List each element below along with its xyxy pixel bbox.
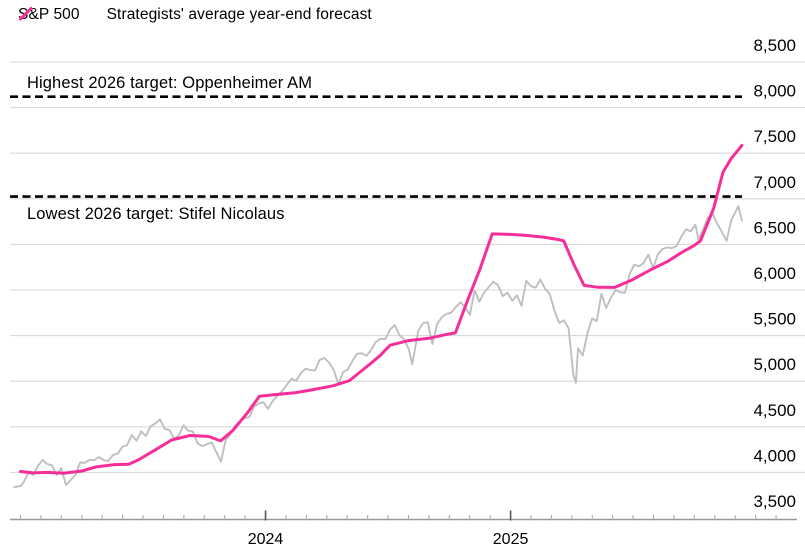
y-axis-tick-label: 8,000 xyxy=(753,82,796,101)
y-axis-tick-label: 8,500 xyxy=(753,36,796,55)
y-axis-tick-label: 7,500 xyxy=(753,127,796,146)
forecast-line-swatch-icon xyxy=(19,7,33,21)
legend-item-forecast: Strategists' average year-end forecast xyxy=(19,6,372,24)
highest-target-annotation: Highest 2026 target: Oppenheimer AM xyxy=(27,73,313,92)
legend-label-sp500: S&P 500 xyxy=(18,6,80,23)
lowest-target-annotation: Lowest 2026 target: Stifel Nicolaus xyxy=(27,204,285,223)
y-axis-tick-label: 5,500 xyxy=(753,310,796,329)
forecast-line xyxy=(19,143,744,475)
y-axis-tick-label: 6,500 xyxy=(753,218,796,237)
y-axis-tick-label: 7,000 xyxy=(753,173,796,192)
chart-legend: S&P 500 Strategists' average year-end fo… xyxy=(18,6,372,24)
y-axis-tick-label: 6,000 xyxy=(753,264,796,283)
legend-label-forecast: Strategists' average year-end forecast xyxy=(106,6,372,23)
y-axis-tick-label: 3,500 xyxy=(753,492,796,511)
x-axis-year-label: 2025 xyxy=(493,531,529,548)
y-axis-tick-label: 4,500 xyxy=(753,401,796,420)
sp500-line xyxy=(13,205,743,489)
x-axis-year-label: 2024 xyxy=(248,531,284,548)
y-axis-tick-label: 4,000 xyxy=(753,446,796,465)
y-axis-tick-label: 5,000 xyxy=(753,355,796,374)
